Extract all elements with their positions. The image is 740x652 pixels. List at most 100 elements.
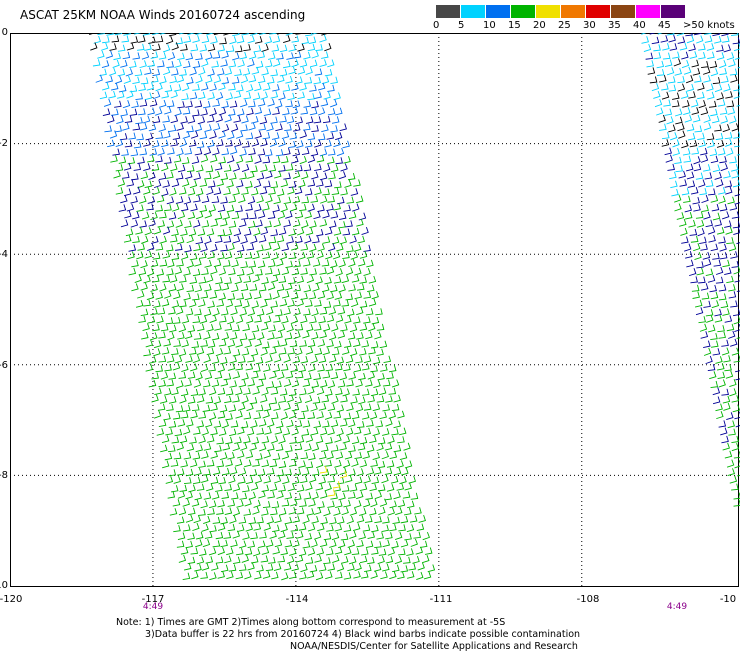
wind-barb — [251, 324, 260, 333]
wind-barb — [102, 36, 110, 44]
wind-barb — [128, 244, 137, 252]
wind-barb — [150, 332, 158, 341]
wind-barb — [246, 267, 254, 276]
wind-barb — [199, 179, 208, 187]
wind-barb — [253, 499, 261, 508]
wind-barb — [272, 156, 281, 164]
wind-barb — [363, 355, 372, 364]
wind-barb — [343, 155, 351, 164]
wind-barb — [146, 268, 155, 277]
wind-barb — [677, 123, 685, 132]
wind-barb — [365, 331, 373, 340]
wind-barb — [194, 147, 203, 156]
wind-barb — [276, 52, 284, 60]
wind-barb — [198, 388, 206, 396]
wind-barb — [719, 243, 727, 252]
wind-barb — [264, 243, 272, 251]
wind-barb — [289, 132, 298, 140]
wind-barb — [189, 347, 197, 355]
wind-barb — [273, 403, 281, 411]
wind-barb — [167, 147, 175, 155]
wind-barb — [322, 347, 330, 356]
wind-barb — [245, 450, 254, 459]
wind-barb — [189, 92, 198, 100]
wind-barb — [374, 515, 382, 524]
wind-barb — [724, 267, 732, 275]
wind-barb — [714, 124, 722, 132]
wind-barb — [733, 227, 740, 235]
wind-barb — [324, 43, 332, 52]
wind-barb — [194, 258, 202, 267]
wind-barb — [716, 44, 724, 52]
wind-barb — [216, 299, 225, 307]
wind-barb — [143, 186, 151, 195]
wind-barb — [288, 252, 297, 260]
wind-barb — [146, 155, 155, 163]
wind-barb — [427, 564, 436, 573]
wind-barb — [169, 235, 178, 243]
wind-barb — [247, 308, 256, 316]
wind-barb — [345, 474, 353, 483]
wind-barb — [669, 171, 677, 180]
wind-barb — [210, 36, 218, 44]
wind-barb — [261, 387, 269, 396]
wind-barb — [352, 388, 360, 396]
wind-barb — [392, 516, 400, 525]
wind-barb — [288, 180, 297, 189]
wind-barb — [270, 229, 278, 237]
wind-barb — [304, 188, 313, 196]
wind-barb — [385, 532, 393, 540]
wind-barb — [195, 52, 203, 61]
wind-barb — [141, 51, 150, 60]
wind-barb — [196, 141, 205, 149]
wind-barb — [131, 259, 139, 268]
wind-barb — [681, 90, 689, 99]
wind-barb — [397, 571, 405, 580]
wind-barb — [239, 492, 248, 500]
wind-barb — [242, 323, 250, 332]
wind-barb — [347, 172, 356, 181]
wind-barb — [703, 66, 711, 75]
wind-barb — [178, 507, 187, 516]
wind-barb — [328, 306, 337, 315]
wind-barb — [398, 548, 406, 556]
wind-barb — [256, 244, 264, 252]
wind-barb — [370, 388, 379, 397]
wind-barb — [259, 186, 268, 195]
wind-barb — [167, 491, 176, 499]
wind-barb — [342, 251, 350, 259]
wind-barb — [694, 75, 702, 83]
colorbar-label: >50 knots — [683, 20, 735, 31]
wind-barb — [688, 219, 696, 228]
wind-barb — [371, 316, 380, 325]
wind-barb — [320, 98, 329, 107]
wind-barb — [315, 276, 323, 285]
wind-barb — [641, 36, 649, 44]
wind-barb — [347, 308, 355, 317]
wind-barb — [234, 139, 242, 148]
wind-barb — [298, 460, 306, 468]
wind-barb — [265, 563, 274, 572]
wind-barb — [270, 508, 278, 516]
wind-barb — [253, 179, 262, 189]
wind-barb — [195, 236, 204, 245]
wind-barb — [344, 340, 352, 348]
wind-barb — [700, 283, 709, 291]
wind-barb — [358, 396, 366, 405]
wind-barb — [709, 284, 717, 293]
wind-barb — [669, 132, 678, 141]
wind-barb — [178, 324, 187, 333]
wind-barb — [297, 66, 306, 75]
wind-barb — [696, 261, 704, 269]
wind-barb — [219, 404, 228, 413]
wind-barb — [193, 427, 201, 435]
wind-barb — [278, 530, 286, 539]
wind-barb — [187, 396, 196, 404]
wind-barb — [384, 442, 393, 451]
wind-barb — [359, 436, 368, 445]
wind-barb — [734, 51, 740, 60]
wind-barb — [711, 203, 720, 212]
wind-barb — [287, 483, 296, 492]
wind-barb — [294, 396, 302, 405]
wind-barb — [382, 516, 390, 524]
